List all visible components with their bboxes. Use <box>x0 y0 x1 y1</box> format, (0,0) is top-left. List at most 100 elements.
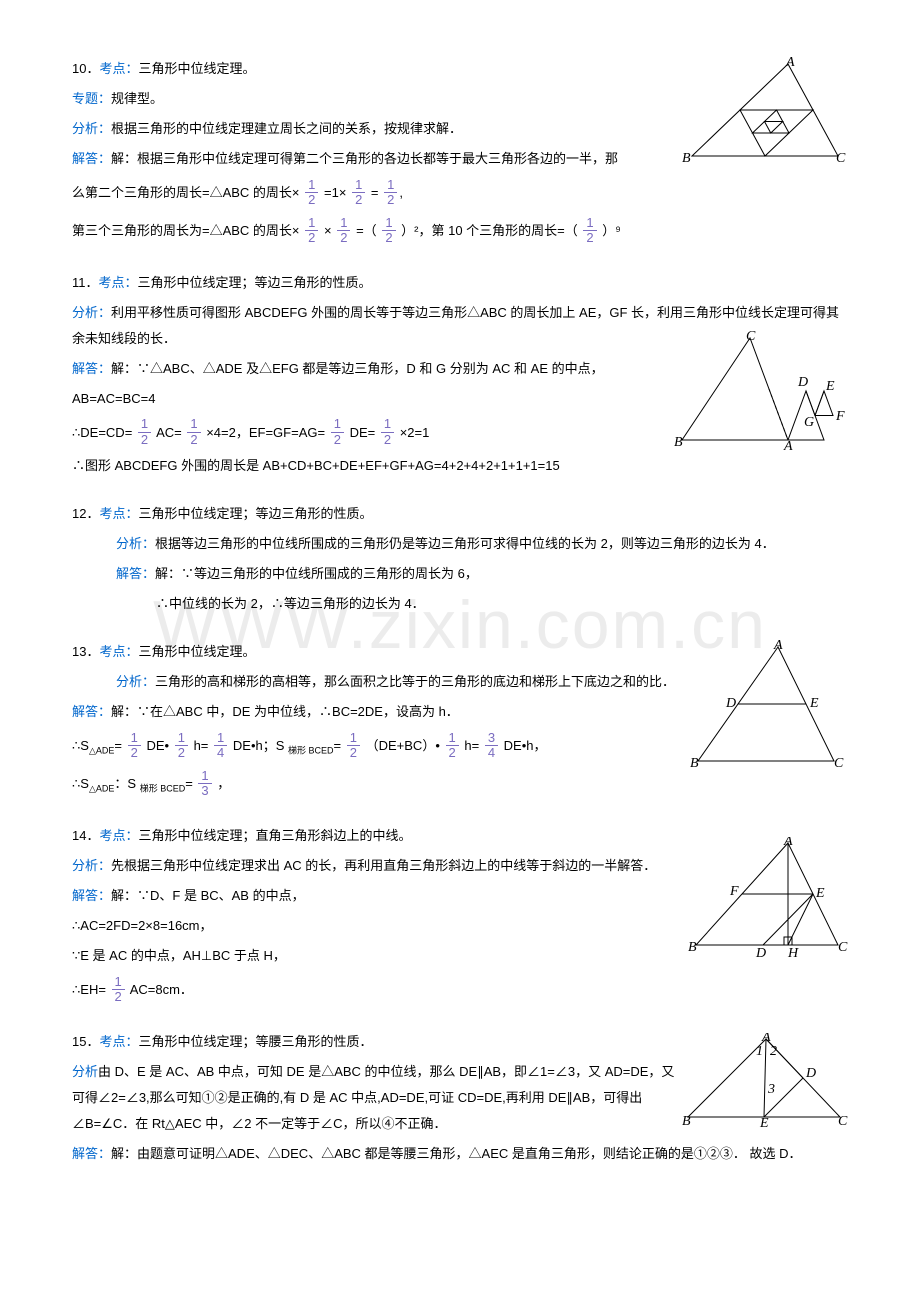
fraction: 12 <box>583 216 596 246</box>
label-kd: 考点： <box>99 828 138 843</box>
question-15: A B C D E 1 2 3 15．考点：三角形中位线定理；等腰三角形的性质．… <box>72 1029 848 1167</box>
fraction: 12 <box>352 178 365 208</box>
text: h= <box>464 738 479 753</box>
label-jd: 解答： <box>72 704 111 719</box>
label-fx: 分析： <box>116 536 155 551</box>
text: 三角形中位线定理；等边三角形的性质。 <box>138 506 372 521</box>
question-10: A B C 10．考点：三角形中位线定理。 专题：规律型。 分析：根据三角形的中… <box>72 56 848 248</box>
label-kd: 考点： <box>99 1034 138 1049</box>
text: ：S <box>114 776 139 791</box>
svg-text:E: E <box>825 379 835 394</box>
text: 根据三角形的中位线定理建立周长之间的关系，按规律求解． <box>111 121 462 136</box>
text: 先根据三角形中位线定理求出 AC 的长，再利用直角三角形斜边上的中线等于斜边的一… <box>111 858 656 873</box>
text: ∴AC=2FD=2×8=16cm， <box>72 918 213 933</box>
text: （DE+BC）• <box>366 738 440 753</box>
page-content: A B C 10．考点：三角形中位线定理。 专题：规律型。 分析：根据三角形的中… <box>72 56 848 1167</box>
fraction: 13 <box>198 769 211 799</box>
label-fx: 分析： <box>72 121 111 136</box>
q10-num: 10． <box>72 61 99 76</box>
text: h= <box>194 738 209 753</box>
label-jd: 解答： <box>72 888 111 903</box>
fraction: 12 <box>305 216 318 246</box>
label-fx: 分析 <box>72 1064 98 1079</box>
text: = <box>114 738 122 753</box>
text: 么第二个三角形的周长=△ABC 的周长× <box>72 185 300 200</box>
svg-text:C: C <box>838 1114 848 1128</box>
text: × <box>324 223 332 238</box>
text: ）⁹ <box>602 223 621 238</box>
svg-text:C: C <box>746 330 756 344</box>
text: AC=8cm． <box>130 982 193 997</box>
label-fx: 分析： <box>72 305 111 320</box>
fraction: 12 <box>337 216 350 246</box>
svg-text:C: C <box>836 151 846 166</box>
figure-13: A B C D E <box>688 639 848 778</box>
text: DE• <box>146 738 169 753</box>
svg-text:B: B <box>682 1114 691 1128</box>
subscript: △ADE <box>89 746 114 756</box>
text: 由 D、E 是 AC、AB 中点，可知 DE 是△ABC 的中位线，那么 DE∥… <box>72 1064 674 1131</box>
q11-num: 11． <box>72 275 99 290</box>
subscript: 梯形 BCED <box>140 784 186 794</box>
fraction: 14 <box>214 731 227 761</box>
svg-text:C: C <box>838 940 848 955</box>
svg-text:B: B <box>674 435 683 450</box>
svg-text:A: A <box>783 439 793 450</box>
question-12: 12．考点：三角形中位线定理；等边三角形的性质。 分析：根据等边三角形的中位线所… <box>72 501 848 617</box>
svg-text:F: F <box>729 884 739 899</box>
question-11: C B A D E G F 11．考点：三角形中位线定理；等边三角形的性质。 分… <box>72 270 848 480</box>
fraction: 12 <box>381 417 394 447</box>
fraction: 12 <box>446 731 459 761</box>
svg-text:2: 2 <box>770 1044 777 1059</box>
q14-num: 14． <box>72 828 99 843</box>
text: AB=AC=BC=4 <box>72 391 155 406</box>
text: 三角形中位线定理。 <box>138 644 255 659</box>
svg-text:G: G <box>804 415 814 430</box>
text: 解：∵在△ABC 中，DE 为中位线，∴BC=2DE，设高为 h． <box>111 704 459 719</box>
fraction: 12 <box>382 216 395 246</box>
figure-15: A B C D E 1 2 3 <box>682 1033 848 1137</box>
text: 解：由题意可证明△ADE、△DEC、△ABC 都是等腰三角形，△AEC 是直角三… <box>111 1146 801 1161</box>
svg-text:C: C <box>834 756 844 769</box>
text: = <box>334 738 342 753</box>
text: 三角形中位线定理；直角三角形斜边上的中线。 <box>138 828 411 843</box>
fraction: 12 <box>187 417 200 447</box>
question-14: A B C F E D H 14．考点：三角形中位线定理；直角三角形斜边上的中线… <box>72 823 848 1007</box>
label-zt: 专题： <box>72 91 111 106</box>
text: ∴S <box>72 776 89 791</box>
svg-text:3: 3 <box>767 1082 775 1097</box>
text: AC= <box>156 425 182 440</box>
fraction: 12 <box>175 731 188 761</box>
label-fx: 分析： <box>72 858 111 873</box>
text: ∴图形 ABCDEFG 外围的周长是 AB+CD+BC+DE+EF+GF+AG=… <box>72 458 560 473</box>
fraction: 12 <box>128 731 141 761</box>
svg-text:D: D <box>805 1066 816 1081</box>
label-kd: 考点： <box>99 644 138 659</box>
svg-text:H: H <box>787 946 799 957</box>
text: =1× <box>324 185 346 200</box>
svg-text:D: D <box>725 696 736 711</box>
fraction: 12 <box>331 417 344 447</box>
label-kd: 考点： <box>99 61 138 76</box>
text: DE= <box>350 425 376 440</box>
question-13: A B C D E 13．考点：三角形中位线定理。 分析：三角形的高和梯形的高相… <box>72 639 848 801</box>
fraction: 12 <box>305 178 318 208</box>
text: 三角形的高和梯形的高相等，那么面积之比等于的三角形的底边和梯形上下底边之和的比． <box>155 674 675 689</box>
label-jd: 解答： <box>72 361 111 376</box>
text: 三角形中位线定理。 <box>138 61 255 76</box>
svg-text:F: F <box>835 409 845 424</box>
svg-text:B: B <box>690 756 699 769</box>
label-jd: 解答： <box>72 1146 111 1161</box>
text: = <box>185 776 193 791</box>
label-fx: 分析： <box>116 674 155 689</box>
svg-text:D: D <box>755 946 766 957</box>
svg-text:E: E <box>759 1116 769 1128</box>
q12-num: 12． <box>72 506 99 521</box>
text: ， <box>217 776 230 791</box>
label-kd: 考点： <box>99 275 138 290</box>
text: ∴DE=CD= <box>72 425 132 440</box>
text: ∴S <box>72 738 89 753</box>
text: DE•h；S <box>233 738 288 753</box>
text: 规律型。 <box>111 91 163 106</box>
label-kd: 考点： <box>99 506 138 521</box>
